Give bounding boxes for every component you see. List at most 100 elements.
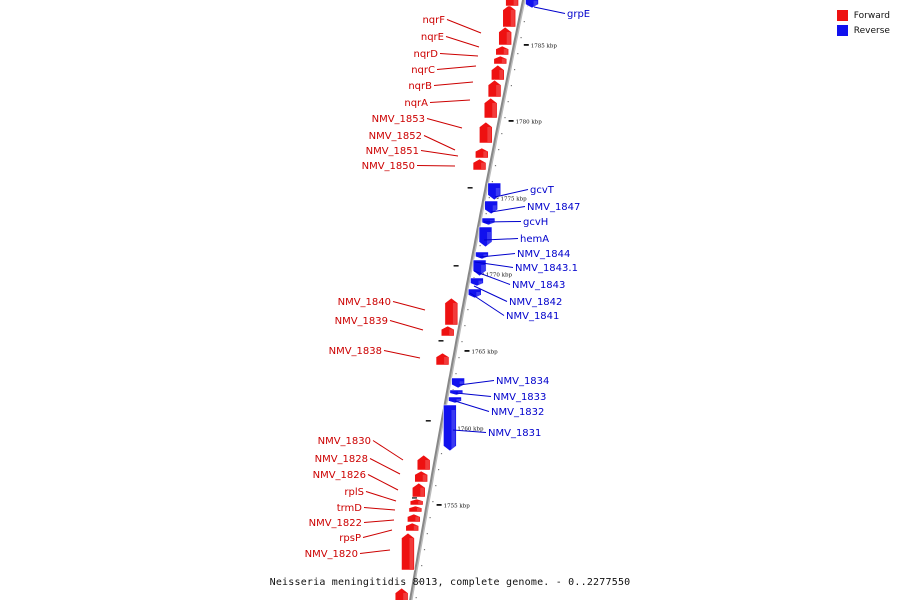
gene-label-reverse: gcvT bbox=[530, 185, 555, 196]
gene-block-reverse bbox=[470, 277, 484, 287]
gene-label-reverse-leader bbox=[533, 6, 566, 14]
minor-tick bbox=[415, 597, 417, 599]
gene-label-forward-leader bbox=[365, 491, 397, 502]
minor-tick bbox=[438, 469, 440, 471]
gene-block-reverse bbox=[443, 404, 457, 452]
gene-label-forward-leader bbox=[433, 81, 474, 86]
minor-tick bbox=[479, 245, 481, 247]
minor-tick bbox=[461, 341, 463, 343]
legend-reverse: Reverse bbox=[836, 23, 890, 38]
gene-label-reverse-leader bbox=[483, 238, 519, 241]
gene-label-reverse: NMV_1847 bbox=[527, 202, 580, 213]
minor-tick bbox=[467, 309, 469, 311]
gene-block-forward-shade bbox=[425, 460, 430, 469]
gene-block-forward bbox=[414, 470, 428, 483]
gene-label-reverse: NMV_1843.1 bbox=[515, 263, 578, 274]
legend-forward-label: Forward bbox=[853, 10, 890, 21]
gene-label-forward: rpsP bbox=[339, 533, 361, 544]
gene-label-forward: NMV_1850 bbox=[362, 161, 415, 172]
gene-block-forward-shade bbox=[499, 70, 504, 79]
gene-block-reverse-shade bbox=[481, 265, 486, 275]
gene-label-reverse-leader bbox=[469, 292, 505, 316]
gene-label-forward: NMV_1828 bbox=[315, 454, 368, 465]
gene-block-forward-shade bbox=[487, 127, 492, 142]
gene-block-forward-shade bbox=[403, 593, 408, 600]
gene-block-reverse bbox=[525, 0, 539, 9]
gene-block-forward-shade bbox=[496, 85, 501, 96]
minor-tick bbox=[458, 357, 460, 359]
gene-label-reverse-leader bbox=[483, 221, 522, 223]
gene-label-reverse-leader bbox=[452, 429, 487, 433]
gene-label-forward-leader bbox=[446, 19, 482, 34]
gene-label-reverse: NMV_1834 bbox=[496, 376, 549, 387]
scale-tick bbox=[464, 350, 470, 352]
scale-mark-label: 1765 kbp bbox=[472, 350, 499, 356]
gene-block-forward bbox=[487, 79, 502, 98]
gene-block-forward bbox=[474, 147, 489, 159]
gene-label-forward: NMV_1853 bbox=[372, 114, 425, 125]
scale-mark-label: 1785 kbp bbox=[531, 44, 558, 50]
gene-block-forward bbox=[401, 532, 415, 571]
minor-tick bbox=[421, 565, 423, 567]
gene-label-forward-leader bbox=[439, 53, 479, 57]
minor-tick bbox=[432, 501, 434, 503]
gene-block-reverse bbox=[451, 377, 465, 389]
gene-block-forward bbox=[440, 325, 455, 337]
scale-mark-label: 1775 kbp bbox=[501, 197, 528, 203]
gene-block-reverse-shade bbox=[456, 399, 461, 402]
gene-block-reverse bbox=[475, 251, 489, 260]
gene-label-forward-leader bbox=[367, 474, 399, 491]
gene-label-forward-leader bbox=[363, 507, 396, 511]
gene-block-forward bbox=[435, 352, 450, 366]
legend-reverse-label: Reverse bbox=[853, 25, 890, 36]
gene-block-forward bbox=[409, 498, 424, 506]
gene-block-forward bbox=[411, 482, 426, 498]
track-mark bbox=[412, 497, 417, 499]
gene-block-forward bbox=[416, 454, 431, 471]
minor-tick bbox=[452, 389, 454, 391]
minor-tick bbox=[510, 85, 512, 87]
gene-block-forward bbox=[405, 522, 420, 532]
track-mark bbox=[438, 340, 444, 342]
gene-label-forward-leader bbox=[359, 549, 391, 554]
gene-block-forward-shade bbox=[513, 0, 518, 5]
gene-label-forward-leader bbox=[416, 165, 456, 167]
scale-tick bbox=[523, 44, 529, 46]
gene-label-forward: NMV_1830 bbox=[318, 436, 371, 447]
minor-tick bbox=[418, 581, 420, 583]
gene-block-reverse-shade bbox=[476, 292, 481, 297]
gene-label-forward-leader bbox=[372, 440, 404, 461]
genome-caption: Neisseria meningitidis 8013, complete ge… bbox=[269, 577, 631, 588]
gene-block-forward-shade bbox=[409, 538, 414, 569]
gene-label-reverse-leader bbox=[490, 206, 526, 213]
gene-label-forward-leader bbox=[423, 135, 456, 151]
minor-tick bbox=[501, 133, 503, 135]
gene-block-reverse-shade bbox=[457, 391, 462, 394]
gene-label-forward: NMV_1822 bbox=[309, 518, 362, 529]
gene-label-forward-leader bbox=[426, 118, 463, 129]
gene-block-forward-shade bbox=[503, 49, 508, 54]
gene-label-reverse-leader bbox=[494, 189, 529, 198]
gene-label-reverse-leader bbox=[473, 270, 511, 285]
gene-label-forward: trmD bbox=[337, 503, 363, 514]
gene-label-reverse-leader bbox=[455, 392, 492, 397]
scale-mark-label: 1755 kbp bbox=[444, 504, 471, 510]
gene-block-reverse-shade bbox=[533, 0, 538, 8]
legend: Forward Reverse bbox=[836, 8, 890, 38]
minor-tick bbox=[520, 37, 522, 39]
gene-label-reverse: gcvH bbox=[523, 217, 548, 228]
minor-tick bbox=[504, 117, 506, 119]
scale-mark-label: 1770 kbp bbox=[486, 273, 513, 279]
gene-label-reverse-leader bbox=[473, 285, 508, 302]
minor-tick bbox=[429, 517, 431, 519]
gene-label-forward-leader bbox=[389, 320, 424, 331]
gene-label-forward: nqrD bbox=[414, 49, 439, 60]
scale-tick bbox=[436, 504, 442, 506]
gene-label-forward-leader bbox=[392, 301, 426, 311]
gene-block-forward-shade bbox=[492, 103, 497, 117]
gene-label-forward-leader bbox=[445, 36, 480, 48]
gene-block-forward-shade bbox=[413, 525, 418, 530]
gene-label-forward-leader bbox=[369, 458, 401, 475]
minor-tick bbox=[494, 165, 497, 167]
gene-label-forward-leader bbox=[429, 99, 471, 103]
